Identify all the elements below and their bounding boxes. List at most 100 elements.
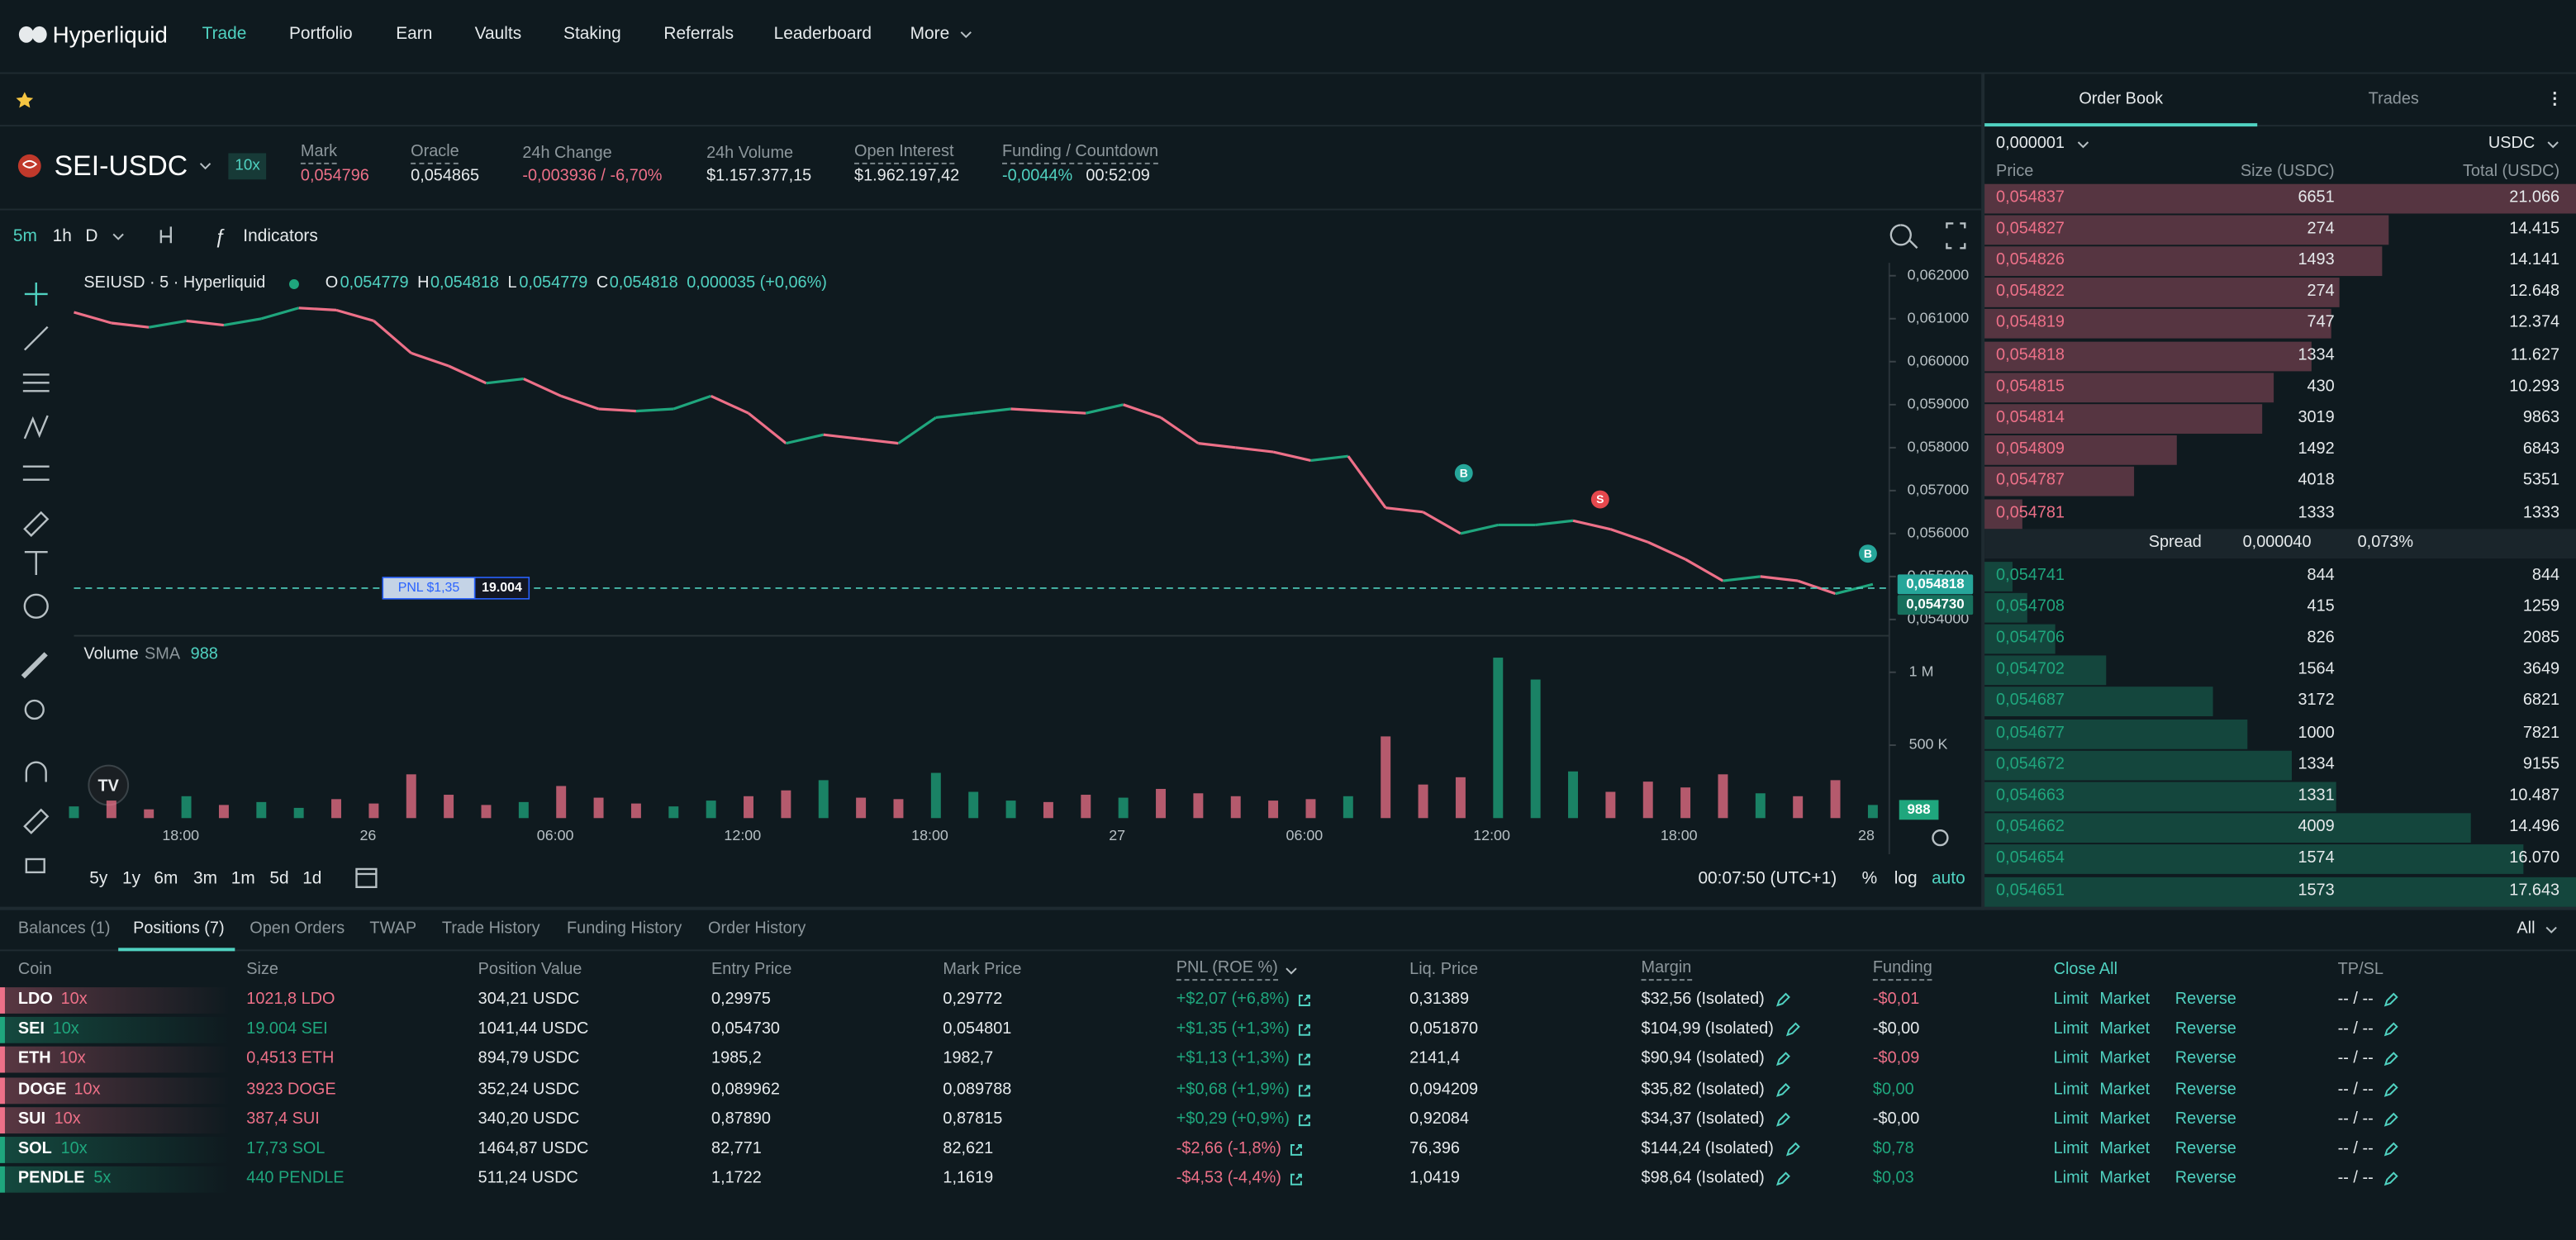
row-action[interactable]: Market (2099, 991, 2151, 1009)
row-action[interactable]: Limit (2053, 1140, 2089, 1158)
tool-lock[interactable] (25, 858, 45, 874)
scale-option[interactable]: log (1894, 868, 1918, 889)
bottom-tab[interactable]: Funding History (567, 919, 682, 938)
row-action[interactable]: Reverse (2174, 1109, 2236, 1128)
row-action[interactable]: Limit (2053, 991, 2089, 1009)
favorite-star[interactable] (16, 92, 34, 108)
row-action[interactable]: Limit (2053, 1080, 2089, 1099)
search-icon[interactable] (1889, 224, 1918, 249)
interval[interactable]: 5m (12, 226, 37, 246)
range-button[interactable]: 5y (89, 868, 108, 889)
book-currency[interactable]: USDC (2488, 135, 2536, 153)
scale-option[interactable]: auto (1932, 868, 1965, 889)
nav-item[interactable]: Portfolio (288, 24, 353, 45)
nav-item[interactable]: Leaderboard (773, 24, 872, 45)
tool-pattern[interactable] (23, 415, 49, 439)
fullscreen-icon[interactable] (1946, 222, 1966, 249)
row-action[interactable]: Reverse (2174, 1050, 2236, 1069)
tool-emoji[interactable] (23, 593, 49, 619)
edit-margin[interactable] (1785, 1022, 1801, 1038)
share-icon[interactable] (1288, 1171, 1305, 1188)
interval[interactable]: 1h (52, 226, 72, 246)
row-action[interactable]: Reverse (2174, 1080, 2236, 1099)
row-action[interactable]: Reverse (2174, 1020, 2236, 1039)
range-button[interactable]: 1m (231, 868, 255, 889)
drawing-tools[interactable] (21, 283, 50, 874)
edit-margin[interactable] (1785, 1142, 1801, 1158)
share-icon[interactable] (1288, 1142, 1305, 1158)
edit-margin[interactable] (1775, 992, 1791, 1009)
book-tab[interactable]: Trades (2368, 90, 2419, 109)
share-icon[interactable] (1296, 1082, 1313, 1099)
row-action[interactable]: Reverse (2174, 1170, 2236, 1189)
edit-tpsl[interactable] (2382, 1171, 2398, 1188)
nav-item[interactable]: Referrals (663, 24, 734, 45)
filter[interactable]: All (2517, 919, 2536, 938)
row-action[interactable]: Limit (2053, 1020, 2089, 1039)
candle-icon[interactable] (159, 226, 172, 244)
row-action[interactable]: Market (2099, 1140, 2151, 1158)
tool-ruler[interactable] (21, 652, 48, 679)
row-action[interactable]: Reverse (2174, 991, 2236, 1009)
tool-lock-draw[interactable] (23, 808, 50, 834)
range-button[interactable]: 6m (154, 868, 178, 889)
bottom-tab[interactable]: Open Orders (250, 919, 345, 938)
bottom-tab[interactable]: Positions (7) (133, 919, 225, 938)
book-tick-chevron[interactable] (2075, 136, 2092, 153)
scale-option[interactable]: % (1861, 868, 1878, 889)
edit-margin[interactable] (1775, 1112, 1791, 1128)
row-action[interactable]: Limit (2053, 1170, 2089, 1189)
book-currency-chevron[interactable] (2545, 136, 2561, 153)
share-icon[interactable] (1296, 1052, 1313, 1068)
edit-tpsl[interactable] (2382, 1022, 2398, 1038)
sort-chevron[interactable] (1283, 962, 1300, 979)
bottom-tab[interactable]: Balances (1) (17, 919, 111, 938)
edit-tpsl[interactable] (2382, 1082, 2398, 1099)
tool-zoom[interactable] (24, 699, 45, 720)
range-button[interactable]: 3m (193, 868, 218, 889)
settings-icon[interactable] (1932, 829, 1949, 847)
row-action[interactable]: Market (2099, 1109, 2151, 1128)
interval-chevron[interactable] (110, 228, 126, 245)
row-action[interactable]: Market (2099, 1170, 2151, 1189)
tool-line[interactable] (23, 325, 49, 351)
row-action[interactable]: Limit (2053, 1050, 2089, 1069)
row-action[interactable]: Limit (2053, 1109, 2089, 1128)
share-icon[interactable] (1296, 992, 1313, 1009)
nav-chevron[interactable] (958, 26, 974, 43)
indicators[interactable]: Indicators (243, 226, 318, 246)
nav-item[interactable]: Trade (202, 24, 247, 45)
row-action[interactable]: Market (2099, 1050, 2151, 1069)
share-icon[interactable] (1296, 1112, 1313, 1128)
bottom-tab[interactable]: Order History (708, 919, 806, 938)
range-button[interactable]: 1y (122, 868, 141, 889)
book-tick[interactable]: 0,000001 (1996, 135, 2065, 153)
nav-item[interactable]: Staking (563, 24, 621, 45)
bottom-tab[interactable]: TWAP (369, 919, 417, 938)
edit-margin[interactable] (1775, 1082, 1791, 1099)
bottom-tab[interactable]: Trade History (441, 919, 540, 938)
row-action[interactable]: Reverse (2174, 1140, 2236, 1158)
edit-margin[interactable] (1775, 1052, 1791, 1068)
edit-tpsl[interactable] (2382, 992, 2398, 1009)
nav-item[interactable]: Vaults (474, 24, 522, 45)
edit-tpsl[interactable] (2382, 1052, 2398, 1068)
tool-brush[interactable] (23, 511, 50, 537)
range-button[interactable]: 1d (302, 868, 322, 889)
nav-item[interactable]: More (910, 24, 950, 45)
edit-margin[interactable] (1775, 1171, 1791, 1188)
calendar-icon[interactable] (355, 867, 378, 888)
interval[interactable]: D (85, 226, 98, 246)
range-button[interactable]: 5d (269, 868, 289, 889)
share-icon[interactable] (1296, 1022, 1313, 1038)
edit-tpsl[interactable] (2382, 1112, 2398, 1128)
edit-tpsl[interactable] (2382, 1142, 2398, 1158)
table-header[interactable]: Close All (2053, 961, 2118, 980)
nav-item[interactable]: Earn (396, 24, 433, 45)
tool-fib[interactable] (22, 373, 50, 392)
filter-chevron[interactable] (2543, 922, 2559, 938)
tool-crosshair[interactable] (24, 283, 48, 306)
tool-magnet[interactable] (25, 761, 47, 782)
tool-text[interactable] (24, 550, 48, 575)
tool-projection[interactable] (22, 465, 50, 481)
